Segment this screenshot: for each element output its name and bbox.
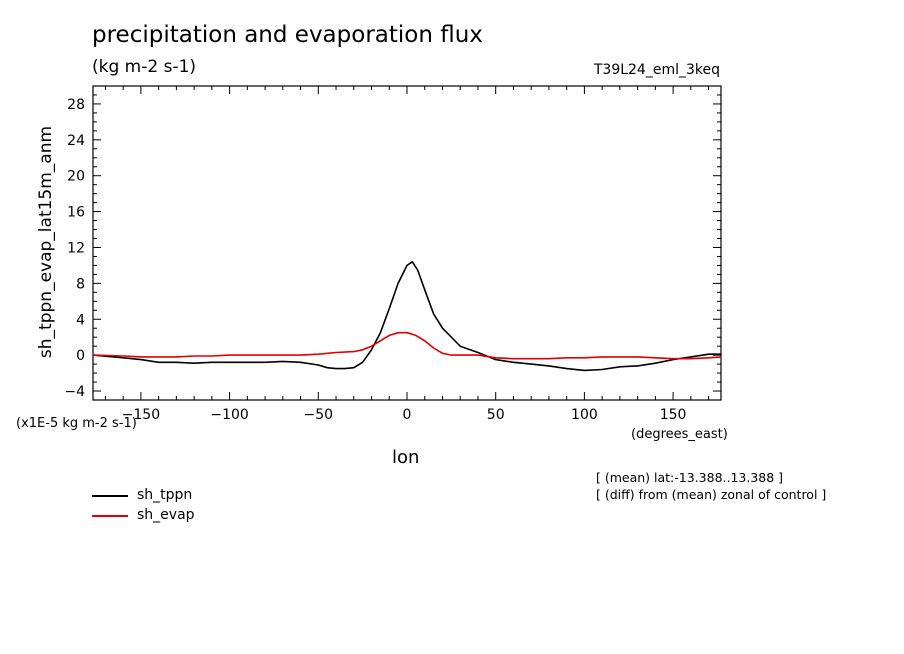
legend-swatch-sh-evap: [92, 515, 128, 517]
y-tick-label: −4: [64, 384, 85, 400]
y-axis-units: (x1E-5 kg m-2 s-1): [16, 416, 137, 431]
y-tick-label: 8: [76, 276, 85, 292]
axis-ticks: −150 −100 −50 0 50 100 150 −4 0 4 8 12 16 20 24 28: [64, 85, 721, 423]
x-tick-label: 100: [571, 407, 598, 423]
y-tick-label: 4: [76, 312, 85, 328]
legend-label-sh-evap: sh_evap: [137, 507, 195, 523]
legend-label-sh-tppn: sh_tppn: [137, 487, 193, 503]
legend-swatch-sh-tppn: [92, 495, 128, 497]
x-tick-label: 0: [403, 407, 412, 423]
y-tick-label: 28: [67, 97, 85, 113]
chart-title: precipitation and evaporation flux: [92, 22, 483, 48]
x-tick-label: 150: [660, 407, 687, 423]
series-lines: [92, 260, 722, 372]
x-tick-label: −50: [304, 407, 334, 423]
y-tick-label: 16: [67, 205, 85, 221]
run-name: T39L24_eml_3keq: [593, 62, 720, 78]
y-tick-label: 20: [67, 169, 85, 185]
y-tick-label: 0: [76, 348, 85, 364]
series-line-sh-evap: [92, 331, 722, 360]
x-tick-label: −100: [210, 407, 248, 423]
series-line-sh-tppn: [92, 260, 721, 372]
x-tick-label: 50: [487, 407, 505, 423]
plot-frame: [92, 85, 722, 401]
y-tick-label: 12: [67, 240, 85, 256]
x-axis-label: lon: [392, 447, 420, 468]
note-mean-lat: [ (mean) lat:-13.388..13.388 ]: [596, 470, 784, 485]
x-tick-label: −150: [122, 407, 160, 423]
x-axis-units: (degrees_east): [631, 427, 728, 442]
note-diff-control: [ (diff) from (mean) zonal of control ]: [596, 487, 827, 502]
y-tick-label: 24: [67, 133, 85, 149]
chart-subtitle-units: (kg m-2 s-1): [92, 57, 197, 77]
